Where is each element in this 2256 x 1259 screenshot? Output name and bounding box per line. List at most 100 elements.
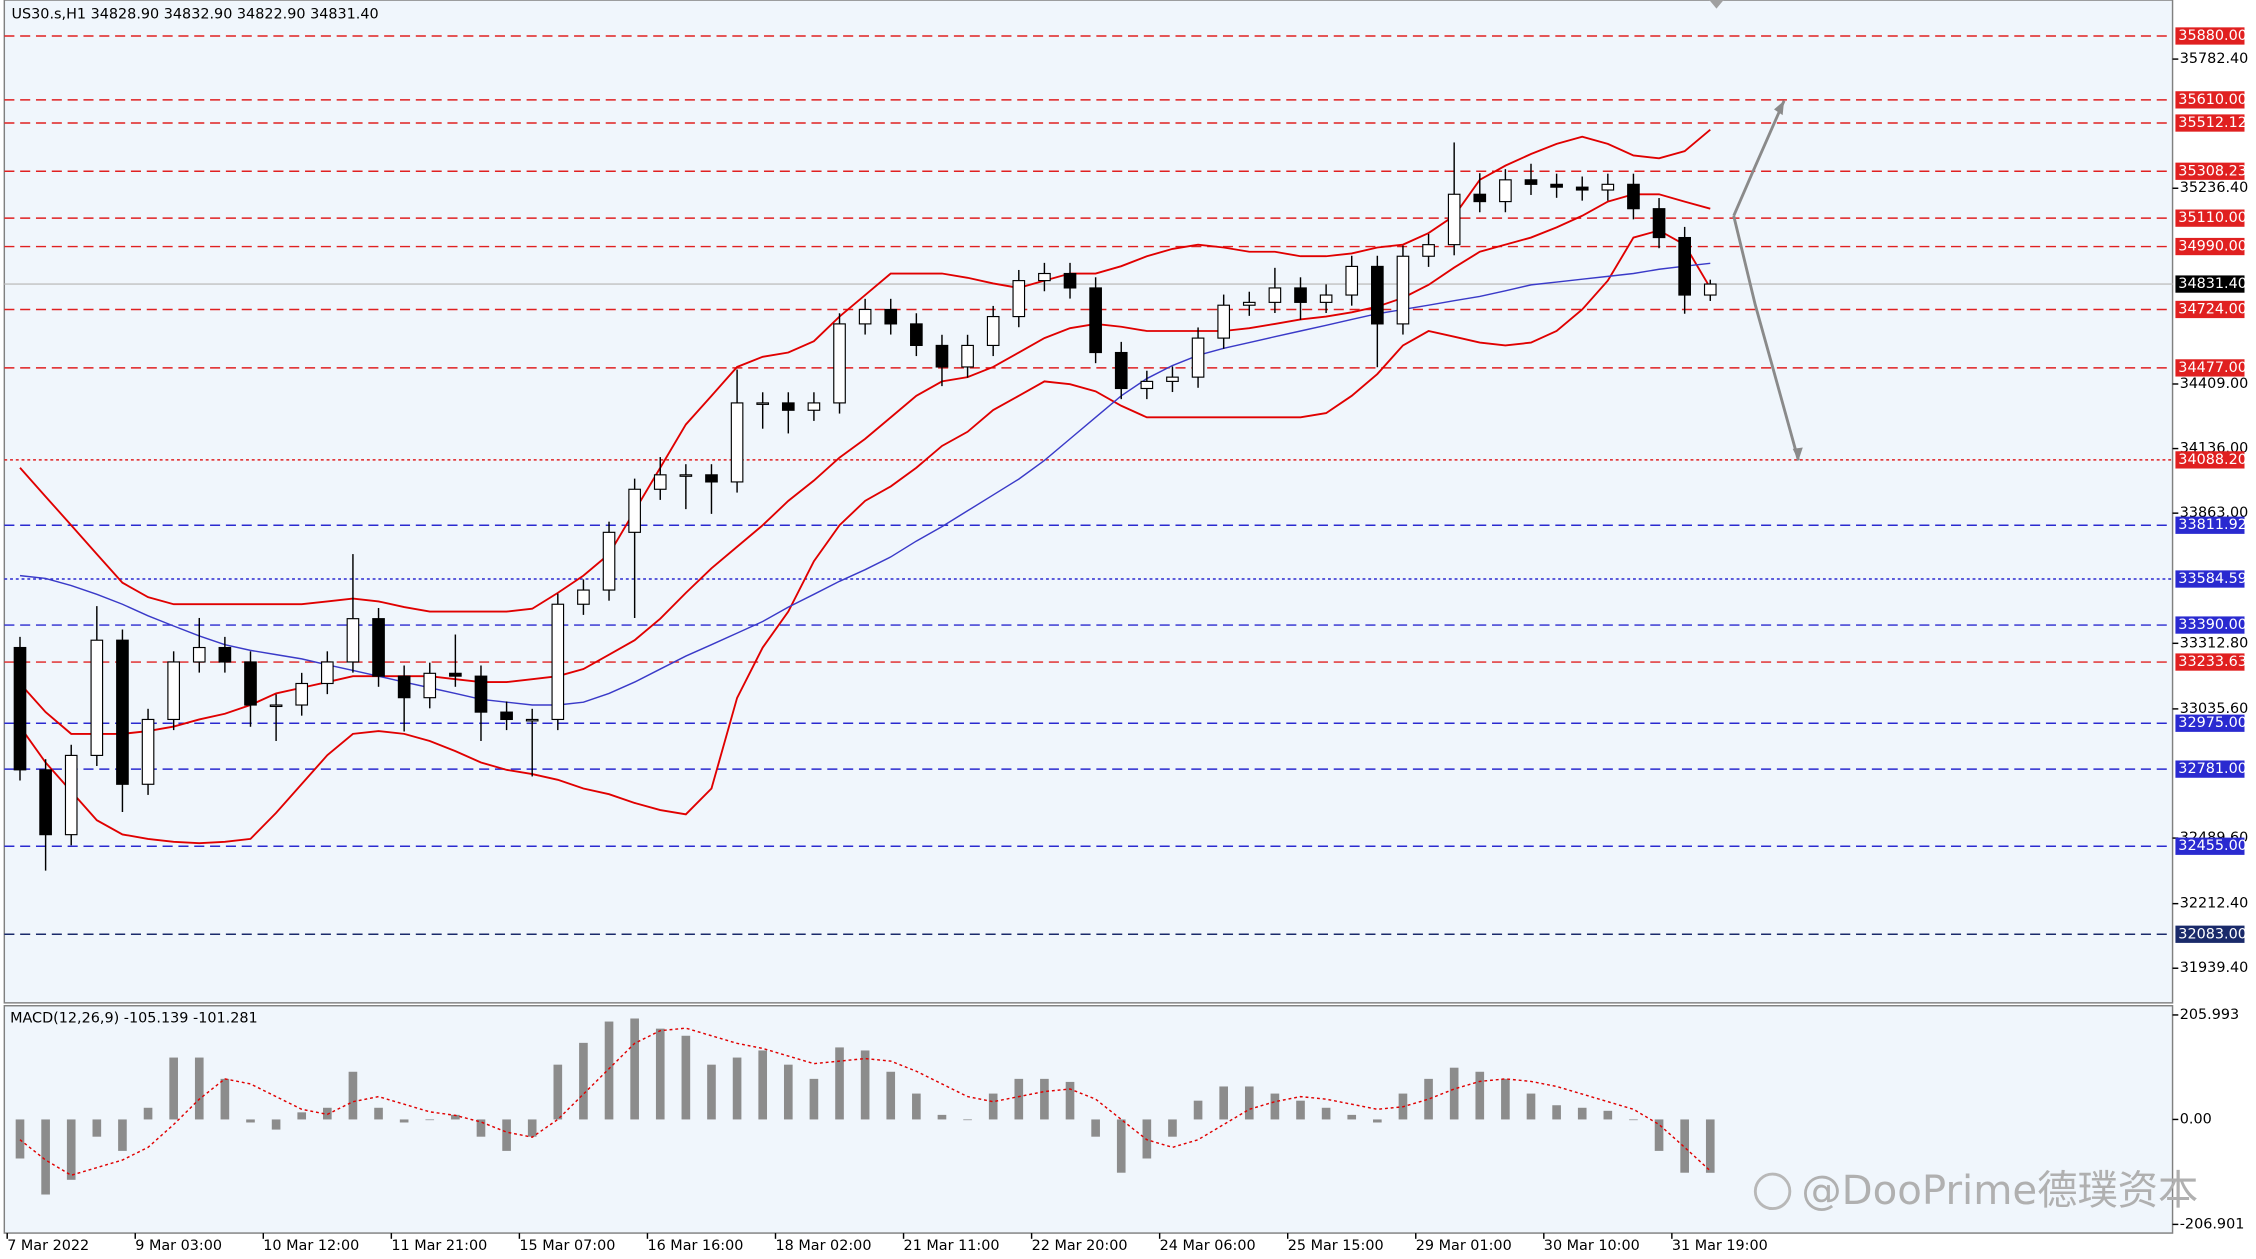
candle-body xyxy=(1601,183,1615,191)
macd-bar xyxy=(194,1057,204,1120)
candle-body xyxy=(1319,294,1333,303)
macd-bar xyxy=(476,1119,486,1137)
level-tag xyxy=(2175,616,2245,634)
last-price-tag xyxy=(2175,275,2245,293)
plot-layer: 35782.4035236.4034409.0034136.0033863.00… xyxy=(4,27,2248,1254)
level-label: 34088.20 xyxy=(2178,452,2247,468)
macd-bar xyxy=(1193,1100,1203,1120)
macd-bar xyxy=(527,1119,537,1137)
level-label: 32975.00 xyxy=(2178,715,2247,731)
candle-body xyxy=(116,639,129,785)
y-tick-label: 34409.00 xyxy=(2180,376,2249,392)
indicator-line xyxy=(19,128,1711,613)
candle-body xyxy=(1038,272,1051,282)
x-tick-label: 24 Mar 06:00 xyxy=(1160,1238,1256,1254)
last-price-label: 34831.40 xyxy=(2178,276,2247,292)
candle-body xyxy=(730,402,744,483)
x-tick-label: 29 Mar 01:00 xyxy=(1416,1238,1512,1254)
watermark-group: @DooPrime德璞资本 xyxy=(1753,1168,2198,1214)
macd-bar xyxy=(41,1119,50,1195)
level-label: 35880.00 xyxy=(2178,28,2247,44)
macd-bar xyxy=(451,1114,460,1120)
macd-bar xyxy=(835,1047,844,1120)
candle-body xyxy=(1114,351,1128,390)
macd-bar xyxy=(1296,1100,1305,1120)
macd-bar xyxy=(912,1093,921,1120)
level-tag xyxy=(2175,451,2245,469)
forecast-arrows xyxy=(1732,100,1800,461)
candle-body xyxy=(167,661,180,721)
level-label: 32455.00 xyxy=(2178,838,2247,854)
level-tag xyxy=(2175,570,2245,588)
macd-bar xyxy=(758,1050,768,1120)
price-panel xyxy=(3,0,2174,1004)
candle-body xyxy=(653,474,667,490)
level-tag xyxy=(2175,300,2245,319)
level-label: 34477.00 xyxy=(2178,360,2247,376)
macd-bar xyxy=(143,1107,153,1120)
candle-body xyxy=(474,675,488,713)
macd-bar xyxy=(937,1114,947,1120)
candle-body xyxy=(218,646,232,663)
candle-body xyxy=(423,672,437,699)
macd-bar xyxy=(1475,1071,1485,1120)
macd-bar xyxy=(1654,1119,1664,1151)
x-tick-label: 31 Mar 19:00 xyxy=(1672,1238,1768,1254)
candle-body xyxy=(372,618,385,677)
level-label: 35308.23 xyxy=(2178,163,2247,179)
macd-bar xyxy=(681,1035,691,1120)
candle-body xyxy=(39,769,52,836)
level-tag xyxy=(2175,91,2245,109)
level-label: 35610.00 xyxy=(2178,92,2247,108)
candle-body xyxy=(1703,283,1717,296)
macd-bar xyxy=(1244,1086,1254,1120)
y-tick-label: 33312.80 xyxy=(2180,635,2249,651)
candle-body xyxy=(1063,272,1077,289)
candle-body xyxy=(935,344,949,368)
x-tick-label: 30 Mar 10:00 xyxy=(1544,1238,1640,1254)
macd-bar xyxy=(1373,1119,1382,1123)
macd-bar xyxy=(1116,1119,1126,1173)
candle-body xyxy=(577,589,590,605)
macd-bar xyxy=(1705,1119,1715,1173)
candle-body xyxy=(1550,183,1563,188)
macd-bar xyxy=(1629,1119,1638,1121)
indicator-line xyxy=(19,229,1712,845)
level-tag xyxy=(2175,760,2245,778)
macd-bar xyxy=(1577,1107,1587,1120)
candle-body xyxy=(244,661,257,706)
y-tick-label: 31939.40 xyxy=(2180,960,2249,976)
macd-bar xyxy=(271,1119,281,1130)
candle-body xyxy=(1627,183,1640,210)
y-tick-label: 205.993 xyxy=(2180,1007,2239,1023)
x-tick-label: 7 Mar 2022 xyxy=(7,1238,89,1254)
level-label: 35512.12 xyxy=(2178,115,2247,131)
macd-bar xyxy=(118,1119,127,1151)
candle-body xyxy=(295,682,309,706)
candle-body xyxy=(525,718,539,722)
macd-bar xyxy=(1526,1093,1536,1120)
candle-body xyxy=(1447,193,1461,246)
candle-body xyxy=(858,308,872,325)
watermark-icon xyxy=(1753,1172,1792,1211)
macd-bar xyxy=(15,1119,25,1159)
candle-body xyxy=(1140,380,1154,390)
level-label: 35110.00 xyxy=(2178,210,2247,226)
macd-bar xyxy=(1680,1119,1689,1173)
shift-marker xyxy=(1709,0,1724,9)
candle-body xyxy=(884,308,898,325)
macd-bar xyxy=(169,1057,178,1120)
candle-body xyxy=(1499,179,1512,203)
candle-body xyxy=(910,323,923,347)
y-tick-label: 32212.40 xyxy=(2180,896,2249,912)
candle-body xyxy=(269,704,283,708)
candle-body xyxy=(1294,287,1307,303)
candle-body xyxy=(320,661,334,685)
candle-body xyxy=(1012,280,1026,318)
level-tag xyxy=(2175,359,2245,377)
candle-body xyxy=(449,672,462,677)
macd-bar xyxy=(1270,1093,1280,1120)
macd-bar xyxy=(66,1119,76,1180)
candle-body xyxy=(397,675,411,699)
